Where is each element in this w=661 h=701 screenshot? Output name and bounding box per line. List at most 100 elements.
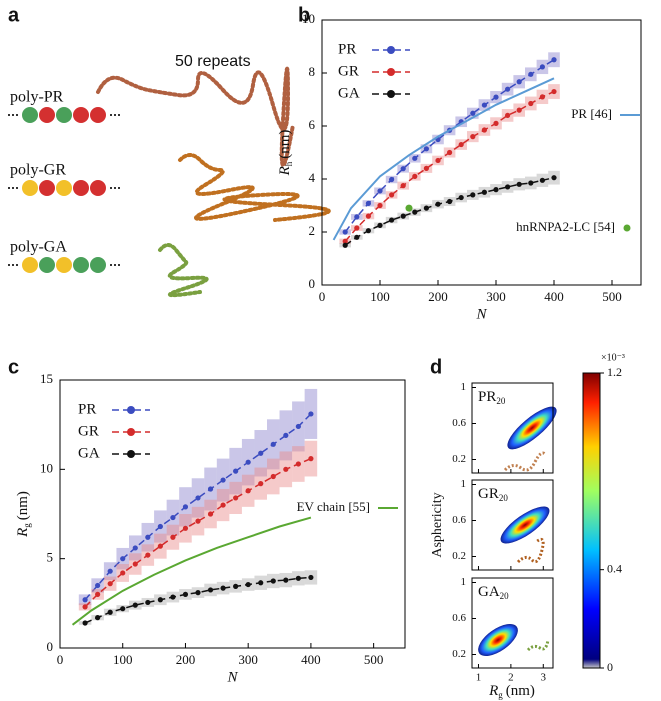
legend-marker	[127, 450, 135, 458]
data-point	[82, 620, 88, 626]
y-tick-label: 15	[40, 371, 53, 386]
reference-line	[71, 516, 312, 626]
data-point	[354, 234, 360, 240]
data-point	[551, 175, 557, 181]
data-point	[470, 192, 476, 198]
x-tick-label: 200	[176, 652, 196, 667]
data-point	[170, 514, 176, 521]
heatmap-frame	[471, 382, 554, 474]
data-point	[270, 578, 276, 584]
x-tick-label: 400	[544, 289, 564, 304]
data-point	[107, 609, 113, 615]
y-tick-label: 8	[309, 64, 316, 79]
data-point	[195, 590, 201, 596]
legend-label: hnRNPA2-LC [54]	[516, 219, 615, 234]
y-tick-label: 0.2	[452, 648, 466, 660]
data-point	[458, 141, 464, 148]
colorbar-tick-label: 0.4	[607, 561, 622, 575]
data-point	[365, 200, 371, 206]
data-point	[412, 173, 418, 179]
row-label: poly-GA	[10, 239, 67, 256]
data-point	[95, 591, 101, 598]
legend-label: PR	[78, 401, 96, 417]
y-tick-label: 5	[47, 550, 54, 565]
data-point	[195, 518, 201, 524]
data-point	[95, 582, 101, 589]
x-tick-label: 0	[319, 289, 326, 304]
x-tick-label: 200	[428, 289, 448, 304]
bead-rows	[8, 107, 122, 273]
y-tick-label: 0.2	[452, 550, 466, 562]
data-point	[182, 504, 189, 510]
legend-marker	[387, 68, 395, 76]
data-point	[528, 100, 534, 107]
y-tick-label: 0.6	[452, 417, 466, 429]
panel-label: b	[298, 4, 310, 26]
reference-point	[405, 204, 413, 212]
data-point	[145, 534, 151, 540]
x-tick-label: 300	[238, 652, 258, 667]
panel-name: GA20	[478, 584, 509, 601]
colorbar-tick-label: 0	[607, 660, 613, 674]
x-tick-label: 500	[364, 652, 384, 667]
data-point	[516, 79, 522, 85]
heatmap-frame	[471, 479, 554, 571]
data-point	[295, 461, 301, 467]
label-subscript: h	[284, 161, 294, 166]
density-maps	[478, 406, 557, 656]
panel-label: c	[8, 356, 19, 378]
label-subscript: g	[22, 523, 32, 528]
y-tick-label: 0	[309, 276, 316, 291]
row-label: poly-PR	[10, 89, 64, 106]
data-point	[245, 459, 251, 465]
data-point	[435, 157, 441, 164]
plot-frame	[321, 19, 642, 286]
data-point	[245, 488, 251, 494]
data-point	[207, 486, 214, 492]
y-tick-label: 1	[461, 381, 467, 393]
panel-name: PR20	[478, 389, 506, 406]
data-point	[82, 597, 88, 603]
data-point	[258, 580, 264, 586]
y-axis-label: Rh (nm)	[277, 130, 294, 177]
colorbar-tick-label: 1.2	[607, 365, 622, 379]
x-tick-label: 0	[57, 652, 64, 667]
data-point	[435, 201, 441, 207]
data-point	[195, 495, 201, 501]
data-point	[157, 543, 163, 549]
data-point	[170, 534, 176, 540]
data-point	[233, 583, 239, 589]
data-point	[182, 525, 189, 531]
data-point	[365, 228, 371, 234]
label-symbol: R	[277, 166, 293, 176]
data-point	[342, 238, 348, 244]
x-axis-label: N	[475, 306, 487, 322]
label-symbol: R	[488, 683, 498, 699]
data-point	[270, 441, 276, 447]
data-point	[132, 602, 138, 608]
y-tick-label: 0	[47, 639, 54, 654]
chains	[96, 66, 331, 298]
data-point	[458, 194, 464, 201]
data-point	[157, 523, 163, 530]
panel-name-main: GR	[478, 486, 499, 502]
data-point	[342, 229, 348, 235]
data-point	[354, 225, 360, 231]
data-point	[470, 110, 476, 116]
data-point	[95, 615, 101, 621]
y-tick-label: 10	[302, 11, 315, 26]
data-point	[447, 198, 453, 205]
panel-name-main: PR	[478, 389, 496, 405]
panel-name-sub: 20	[500, 591, 510, 601]
data-point	[481, 127, 487, 133]
x-tick-label: 300	[486, 289, 506, 304]
x-tick-label: 500	[602, 289, 622, 304]
data-point	[120, 606, 126, 612]
data-point	[539, 177, 546, 183]
data-point	[412, 155, 418, 161]
data-point	[481, 102, 487, 108]
data-point	[481, 189, 487, 195]
data-point	[308, 411, 314, 417]
data-point	[447, 149, 453, 156]
